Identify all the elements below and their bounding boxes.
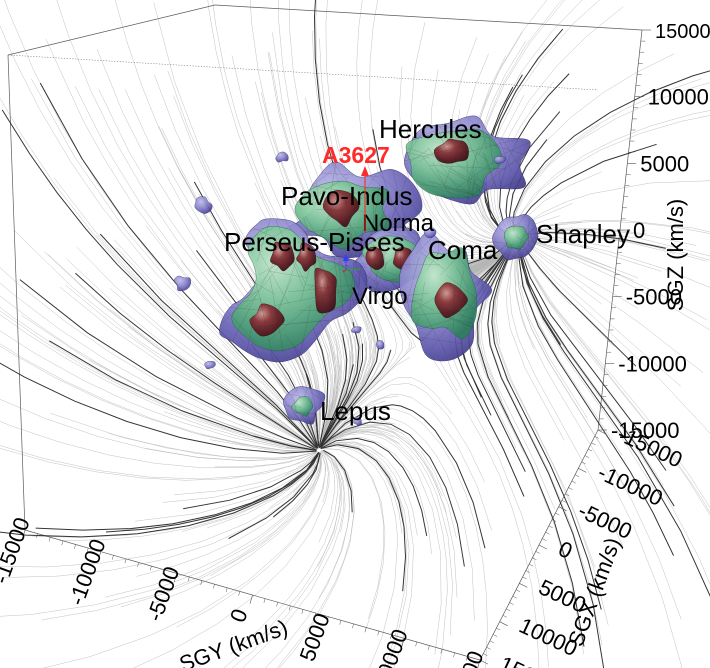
svg-text:Coma: Coma	[428, 235, 498, 265]
svg-text:Lepus: Lepus	[320, 396, 391, 426]
svg-text:Virgo: Virgo	[352, 283, 408, 310]
svg-text:A3627: A3627	[322, 142, 390, 168]
svg-text:Perseus-Pisces: Perseus-Pisces	[224, 227, 405, 257]
svg-text:SGZ (km/s): SGZ (km/s)	[663, 199, 688, 311]
svg-text:0: 0	[633, 218, 645, 243]
svg-text:5000: 5000	[640, 151, 689, 176]
svg-text:-10000: -10000	[618, 351, 687, 376]
svg-text:Shapley: Shapley	[536, 219, 630, 249]
svg-text:Hercules: Hercules	[379, 114, 482, 144]
svg-text:10000: 10000	[648, 85, 709, 110]
svg-text:Pavo-Indus: Pavo-Indus	[281, 181, 413, 211]
svg-text:15000: 15000	[655, 21, 710, 43]
